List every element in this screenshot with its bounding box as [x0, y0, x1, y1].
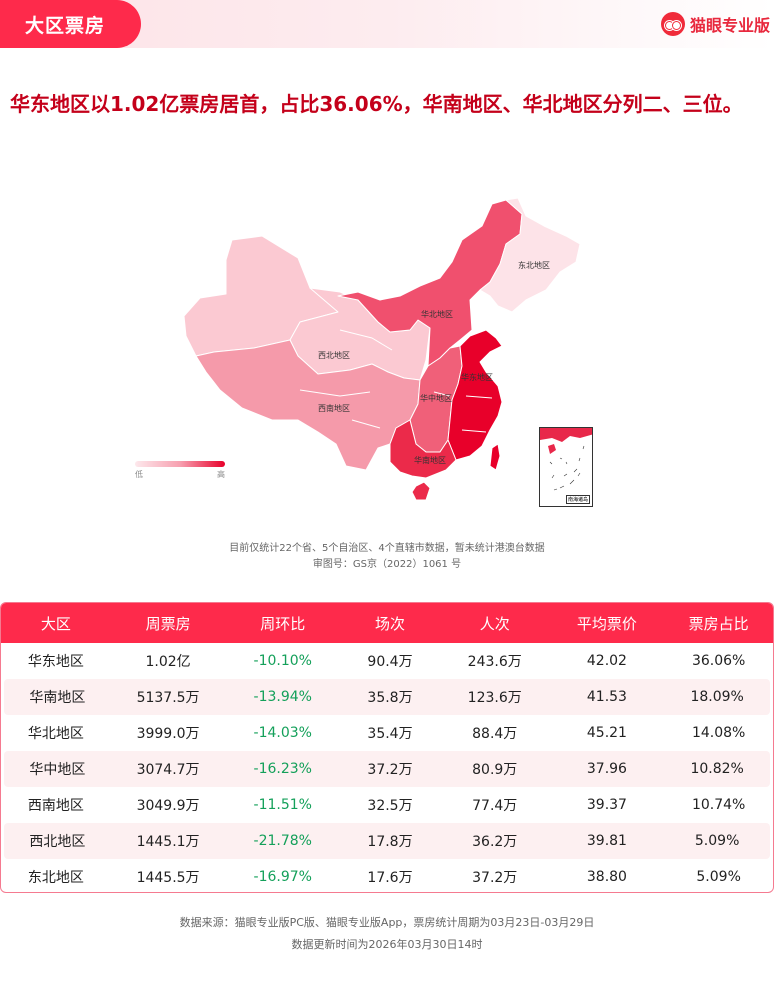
region-hainan	[411, 481, 431, 501]
cell-region: 西南地区	[27, 798, 84, 814]
legend-gradient-bar	[135, 461, 225, 467]
label-central: 华中地区	[420, 393, 452, 403]
cell-box-office: 3049.9万	[136, 798, 200, 814]
label-southwest: 西南地区	[318, 403, 350, 413]
map-note: 目前仅统计22个省、5个自治区、4个直辖市数据，暂未统计港澳台数据 审图号：GS…	[0, 541, 774, 573]
update-time-note: 数据更新时间为2026年03月30日14时	[291, 938, 483, 951]
cell-week-change: -21.78%	[253, 833, 312, 849]
legend-low-label: 低	[135, 470, 143, 479]
cell-admissions: 123.6万	[467, 690, 522, 706]
label-northeast: 东北地区	[518, 260, 550, 270]
cell-screenings: 90.4万	[367, 654, 413, 670]
cell-share: 10.74%	[691, 797, 746, 813]
cell-admissions: 37.2万	[472, 870, 518, 886]
cell-admissions: 243.6万	[467, 654, 522, 670]
china-region-map: 东北地区 华北地区 西北地区 华东地区 华中地区 西南地区 华南地区	[0, 180, 774, 520]
cell-share: 5.09%	[696, 869, 741, 885]
label-south: 华南地区	[414, 455, 446, 465]
label-northwest: 西北地区	[318, 350, 350, 360]
cell-box-office: 1445.1万	[136, 834, 200, 850]
data-source-note: 数据来源：猫眼专业版PC版、猫眼专业版App，票房统计周期为03月23日-03月…	[179, 916, 595, 929]
cell-screenings: 37.2万	[367, 762, 413, 778]
region-box-office-table: 大区 周票房 周环比 场次 人次 平均票价 票房占比 华东地区 1.02亿 -1…	[0, 602, 774, 893]
cell-avg-price: 37.96	[586, 761, 627, 777]
cell-screenings: 35.4万	[367, 726, 413, 742]
cell-box-office: 3999.0万	[136, 726, 200, 742]
table-row: 西南地区 3049.9万 -11.51% 32.5万 77.4万 39.37 1…	[1, 787, 773, 823]
region-east	[447, 329, 503, 461]
cell-week-change: -11.51%	[253, 797, 312, 813]
table-row: 西北地区 1445.1万 -21.78% 17.8万 36.2万 39.81 5…	[4, 823, 770, 859]
cell-region: 西北地区	[29, 834, 86, 850]
cell-admissions: 80.9万	[472, 762, 518, 778]
label-north: 华北地区	[421, 309, 453, 319]
cell-avg-price: 41.53	[586, 689, 627, 705]
cell-admissions: 88.4万	[472, 726, 518, 742]
page-title: 大区票房	[0, 0, 141, 48]
cell-week-change: -16.97%	[253, 869, 312, 885]
col-header-region[interactable]: 大区	[40, 614, 71, 633]
cell-screenings: 35.8万	[367, 690, 413, 706]
cell-share: 5.09%	[694, 833, 740, 849]
map-legend: 低 高	[135, 461, 225, 480]
south-china-sea-inset: 南海诸岛	[539, 427, 593, 507]
cell-share: 18.09%	[690, 689, 744, 705]
col-header-screenings[interactable]: 场次	[374, 614, 405, 633]
map-note-coverage: 目前仅统计22个省、5个自治区、4个直辖市数据，暂未统计港澳台数据	[229, 543, 545, 554]
cell-week-change: -13.94%	[253, 689, 312, 705]
cell-admissions: 77.4万	[472, 798, 518, 814]
label-east: 华东地区	[461, 372, 493, 382]
col-header-admissions[interactable]: 人次	[479, 614, 510, 633]
region-south	[389, 419, 457, 479]
cell-box-office: 5137.5万	[136, 690, 200, 706]
cell-region: 华中地区	[29, 762, 86, 778]
cell-screenings: 17.6万	[367, 870, 413, 886]
col-header-share[interactable]: 票房占比	[688, 614, 749, 633]
col-header-weekly-box-office[interactable]: 周票房	[145, 614, 191, 633]
headline: 华东地区以1.02亿票房居首，占比36.06%，华南地区、华北地区分列二、三位。	[10, 92, 743, 116]
table-row: 华中地区 3074.7万 -16.23% 37.2万 80.9万 37.96 1…	[4, 751, 770, 787]
col-header-avg-price[interactable]: 平均票价	[576, 614, 637, 633]
cell-region: 华南地区	[29, 690, 86, 706]
cell-share: 14.08%	[691, 725, 746, 741]
cell-share: 10.82%	[690, 761, 744, 777]
cell-avg-price: 39.37	[586, 797, 627, 813]
cell-avg-price: 38.80	[586, 869, 627, 885]
cell-avg-price: 39.81	[586, 833, 627, 849]
map-note-approval: 审图号：GS京（2022）1061 号	[312, 559, 462, 570]
cell-week-change: -10.10%	[253, 653, 312, 669]
brand-name: 猫眼专业版	[689, 16, 770, 35]
region-northeast	[479, 197, 581, 313]
table-row: 华北地区 3999.0万 -14.03% 35.4万 88.4万 45.21 1…	[1, 715, 773, 751]
cell-region: 华北地区	[27, 726, 84, 742]
cell-screenings: 32.5万	[367, 798, 413, 814]
cell-admissions: 36.2万	[472, 834, 518, 850]
cell-box-office: 3074.7万	[136, 762, 200, 778]
cell-region: 东北地区	[27, 870, 84, 886]
cell-box-office: 1445.5万	[136, 870, 200, 886]
col-header-week-change[interactable]: 周环比	[260, 614, 306, 633]
cell-screenings: 17.8万	[367, 834, 413, 850]
cell-week-change: -16.23%	[253, 761, 312, 777]
cell-share: 36.06%	[691, 653, 746, 669]
footer: 数据来源：猫眼专业版PC版、猫眼专业版App，票房统计周期为03月23日-03月…	[0, 912, 774, 956]
table-row: 东北地区 1445.5万 -16.97% 17.6万 37.2万 38.80 5…	[1, 859, 773, 892]
table-row: 华东地区 1.02亿 -10.10% 90.4万 243.6万 42.02 36…	[1, 643, 773, 679]
cell-week-change: -14.03%	[253, 725, 312, 741]
cell-box-office: 1.02亿	[145, 654, 191, 670]
brand: 猫眼专业版	[660, 11, 770, 37]
table-row: 华南地区 5137.5万 -13.94% 35.8万 123.6万 41.53 …	[4, 679, 770, 715]
cat-face-logo-icon	[660, 12, 685, 36]
inset-label: 南海诸岛	[565, 495, 590, 504]
table-header: 大区 周票房 周环比 场次 人次 平均票价 票房占比	[1, 603, 773, 643]
cell-avg-price: 45.21	[586, 725, 627, 741]
cell-region: 华东地区	[27, 654, 84, 670]
legend-high-label: 高	[217, 470, 225, 479]
region-taiwan	[489, 443, 501, 471]
cell-avg-price: 42.02	[586, 653, 627, 669]
